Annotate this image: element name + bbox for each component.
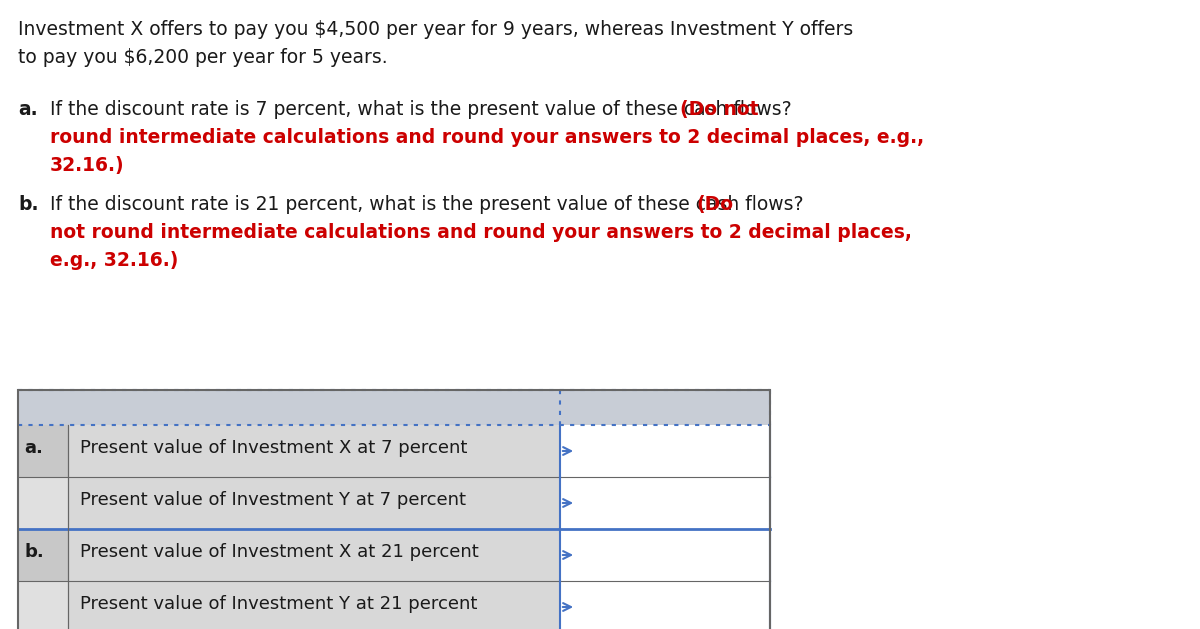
Bar — [18, 581, 68, 629]
Text: a.: a. — [24, 439, 43, 457]
Text: Present value of Investment Y at 7 percent: Present value of Investment Y at 7 perce… — [80, 491, 466, 509]
Text: not round intermediate calculations and round your answers to 2 decimal places,: not round intermediate calculations and … — [50, 223, 912, 242]
Text: b.: b. — [18, 195, 38, 214]
Text: If the discount rate is 7 percent, what is the present value of these cash flows: If the discount rate is 7 percent, what … — [50, 100, 798, 119]
Text: b.: b. — [24, 543, 43, 561]
Bar — [68, 477, 560, 529]
Bar — [68, 529, 560, 581]
Bar — [68, 425, 560, 477]
Text: a.: a. — [18, 100, 37, 119]
Text: to pay you $6,200 per year for 5 years.: to pay you $6,200 per year for 5 years. — [18, 48, 388, 67]
Bar — [18, 390, 770, 629]
Bar — [560, 529, 770, 581]
Bar — [18, 529, 68, 581]
Text: Present value of Investment X at 7 percent: Present value of Investment X at 7 perce… — [80, 439, 467, 457]
Bar — [18, 477, 68, 529]
Bar — [18, 425, 68, 477]
Bar — [560, 581, 770, 629]
Text: e.g., 32.16.): e.g., 32.16.) — [50, 251, 179, 270]
Text: Present value of Investment Y at 21 percent: Present value of Investment Y at 21 perc… — [80, 595, 478, 613]
Bar — [68, 581, 560, 629]
Text: Investment X offers to pay you $4,500 per year for 9 years, whereas Investment Y: Investment X offers to pay you $4,500 pe… — [18, 20, 853, 39]
Text: (Do: (Do — [696, 195, 733, 214]
Bar — [560, 425, 770, 477]
Text: If the discount rate is 21 percent, what is the present value of these cash flow: If the discount rate is 21 percent, what… — [50, 195, 810, 214]
Text: round intermediate calculations and round your answers to 2 decimal places, e.g.: round intermediate calculations and roun… — [50, 128, 924, 147]
Text: 32.16.): 32.16.) — [50, 156, 125, 175]
Bar — [18, 390, 770, 425]
Text: (Do not: (Do not — [680, 100, 758, 119]
Bar — [560, 477, 770, 529]
Text: Present value of Investment X at 21 percent: Present value of Investment X at 21 perc… — [80, 543, 479, 561]
